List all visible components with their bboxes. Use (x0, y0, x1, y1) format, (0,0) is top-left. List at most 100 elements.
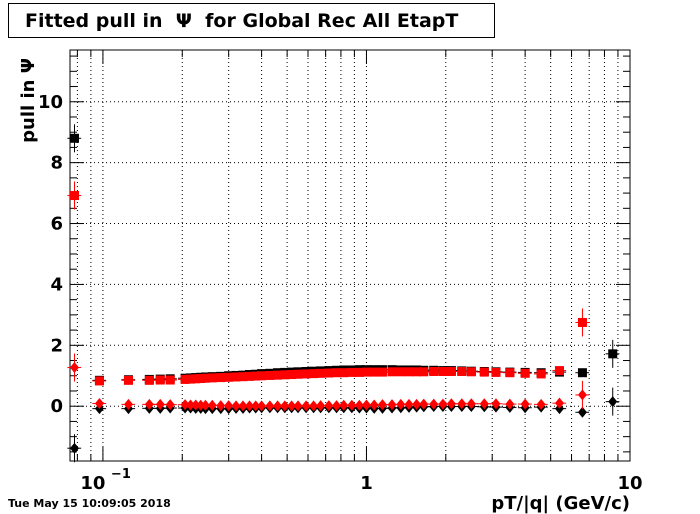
data-point (293, 400, 303, 412)
data-point (324, 368, 334, 378)
data-point (301, 369, 311, 379)
data-point (387, 367, 397, 377)
data-markers (67, 124, 620, 463)
data-point (412, 398, 422, 410)
data-point (387, 399, 397, 411)
data-point (257, 400, 267, 412)
data-point (419, 398, 429, 410)
data-point (577, 368, 587, 378)
data-point (273, 370, 283, 380)
data-point (332, 400, 342, 412)
data-point (216, 373, 226, 383)
x-axis-ticks: 10 −1 1 10 (76, 50, 643, 494)
data-point (396, 367, 406, 377)
data-point (144, 375, 154, 385)
y-tick-label: 6 (50, 214, 63, 235)
series-1 (67, 387, 620, 463)
y-axis-ticks: 0 2 4 6 8 10 (38, 55, 630, 453)
data-point (491, 367, 501, 377)
data-point (404, 367, 414, 377)
data-point (207, 399, 217, 411)
data-point (438, 398, 448, 410)
data-point (94, 376, 104, 386)
series-2 (67, 181, 590, 386)
x-tick-label: 10 (617, 473, 642, 494)
data-point (69, 362, 79, 374)
data-point (265, 370, 275, 380)
x-axis-title: pT/|q| (GeV/c) (491, 493, 630, 514)
data-point (361, 367, 371, 377)
data-point (155, 375, 165, 385)
data-point (608, 349, 618, 359)
data-point (412, 367, 422, 377)
data-point (123, 375, 133, 385)
data-point (577, 406, 587, 418)
data-point (554, 397, 564, 409)
data-point (505, 368, 515, 378)
data-point (520, 368, 530, 378)
data-point (339, 399, 349, 411)
data-point (347, 399, 357, 411)
data-point (419, 367, 429, 377)
data-point (155, 398, 165, 410)
data-point (466, 398, 476, 410)
data-point (165, 399, 175, 411)
y-tick-label: 8 (50, 153, 63, 174)
data-point (479, 398, 489, 410)
y-tick-label: 4 (50, 274, 63, 295)
data-point (224, 400, 234, 412)
timestamp: Tue May 15 10:09:05 2018 (8, 497, 171, 510)
x-tick-label: 10 (80, 473, 105, 494)
data-point (332, 368, 342, 378)
data-point (577, 389, 587, 401)
data-point (324, 400, 334, 412)
data-point (520, 398, 530, 410)
data-point (165, 375, 175, 385)
data-point (536, 369, 546, 379)
data-point (438, 366, 448, 376)
data-point (377, 399, 387, 411)
data-point (377, 367, 387, 377)
data-point (69, 442, 79, 454)
data-point (69, 191, 79, 201)
data-point (466, 367, 476, 377)
x-tick-label-exponent: −1 (111, 467, 131, 482)
data-point (265, 400, 275, 412)
data-point (144, 398, 154, 410)
data-point (301, 400, 311, 412)
data-point (404, 398, 414, 410)
data-point (429, 366, 439, 376)
data-point (577, 317, 587, 327)
data-point (491, 398, 501, 410)
data-point (369, 367, 379, 377)
data-point (207, 373, 217, 383)
x-tick-label: 1 (360, 473, 373, 494)
data-point (293, 369, 303, 379)
y-tick-label: 0 (50, 396, 63, 417)
data-point (429, 398, 439, 410)
data-point (479, 367, 489, 377)
data-point (347, 367, 357, 377)
data-point (69, 133, 79, 143)
plot-frame (69, 49, 631, 462)
data-point (273, 400, 283, 412)
data-point (536, 398, 546, 410)
data-point (123, 398, 133, 410)
chart-title: Fitted pull in Ψ for Global Rec All Etap… (25, 10, 459, 32)
data-point (457, 398, 467, 410)
title-box: Fitted pull in Ψ for Global Rec All Etap… (8, 3, 495, 38)
data-point (554, 366, 564, 376)
y-axis-title: pull in Ψ (18, 58, 39, 143)
data-point (361, 399, 371, 411)
data-point (446, 366, 456, 376)
data-point (94, 397, 104, 409)
data-point (608, 396, 618, 408)
data-point (257, 371, 267, 381)
data-point (446, 398, 456, 410)
y-tick-label: 2 (50, 335, 63, 356)
data-point (224, 372, 234, 382)
y-tick-label: 10 (38, 92, 63, 113)
data-point (505, 398, 515, 410)
data-point (369, 399, 379, 411)
